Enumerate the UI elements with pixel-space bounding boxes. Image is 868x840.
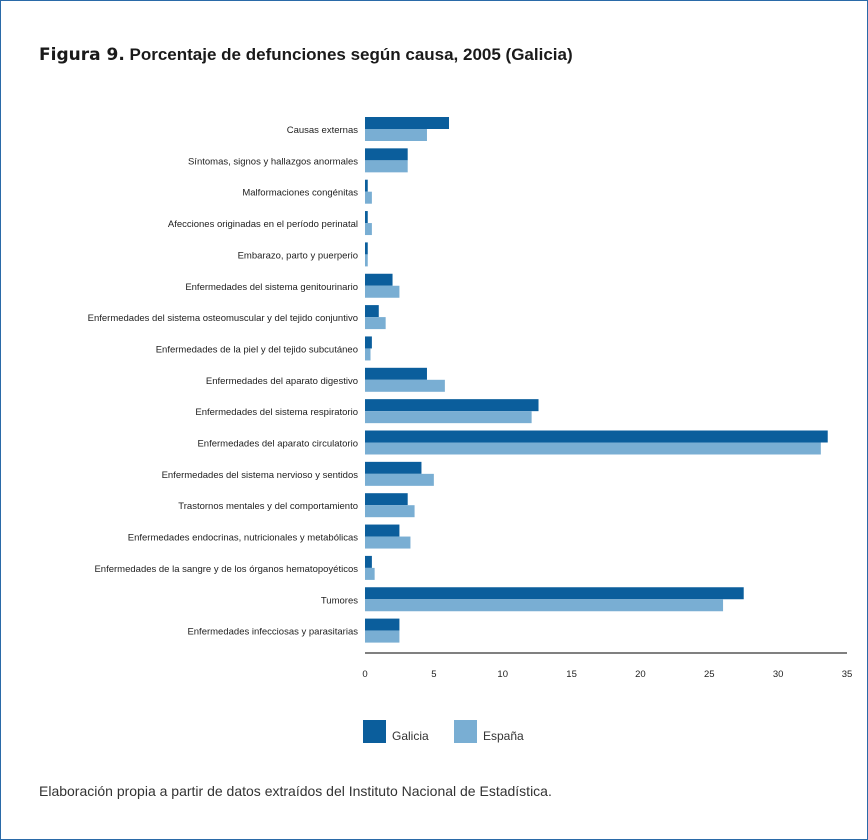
bar-espana (365, 379, 445, 392)
category-label: Malformaciones congénitas (242, 188, 358, 199)
category-label: Tumores (321, 595, 358, 606)
bar-espana (365, 442, 821, 455)
figure-label: Figura 9. (39, 45, 125, 65)
legend-label-galicia: Galicia (392, 729, 429, 743)
category-label: Síntomas, signos y hallazgos anormales (188, 156, 358, 167)
bar-espana (365, 254, 368, 267)
bar-galicia (365, 524, 400, 537)
bar-espana (365, 317, 386, 330)
bar-galicia (365, 179, 368, 192)
bar-espana (365, 411, 532, 424)
bar-espana (365, 191, 372, 204)
bar-galicia (365, 618, 400, 631)
legend-item-espana: España (454, 719, 524, 743)
bar-galicia (365, 148, 408, 161)
bar-galicia (365, 305, 379, 318)
category-label: Enfermedades del aparato circulatorio (197, 439, 358, 450)
category-label: Afecciones originadas en el período peri… (168, 219, 358, 230)
category-label: Enfermedades del sistema genitourinario (185, 282, 358, 293)
legend-swatch-galicia (363, 719, 386, 743)
bar-espana (365, 160, 408, 173)
bar-espana (365, 630, 400, 643)
bar-espana (365, 223, 372, 236)
category-label: Enfermedades de la sangre y de los órgan… (94, 564, 358, 575)
bar-galicia (365, 242, 368, 255)
category-label: Enfermedades del aparato digestivo (206, 376, 358, 387)
category-label: Trastornos mentales y del comportamiento (178, 501, 358, 512)
x-tick-label: 20 (635, 669, 646, 680)
figure-title: Figura 9. Porcentaje de defunciones segú… (39, 45, 573, 65)
category-label: Enfermedades endocrinas, nutricionales y… (128, 533, 358, 544)
figure-title-text: Porcentaje de defunciones según causa, 2… (129, 45, 573, 64)
bar-espana (365, 536, 411, 549)
bar-galicia (365, 587, 744, 600)
bar-galicia (365, 430, 828, 443)
bar-galicia (365, 273, 393, 286)
bar-espana (365, 129, 427, 141)
bar-galicia (365, 367, 427, 380)
bar-galicia (365, 461, 422, 474)
bar-galicia (365, 555, 372, 568)
category-label: Enfermedades del sistema osteomuscular y… (88, 313, 358, 324)
bar-galicia (365, 399, 539, 412)
category-label: Enfermedades de la piel y del tejido sub… (156, 344, 358, 355)
x-tick-label: 25 (704, 669, 715, 680)
legend-item-galicia: Galicia (363, 719, 429, 743)
bar-galicia (365, 117, 450, 129)
bar-espana (365, 505, 415, 518)
x-tick-label: 15 (566, 669, 577, 680)
x-tick-label: 5 (431, 669, 436, 680)
category-label: Enfermedades infecciosas y parasitarias (187, 627, 358, 638)
bar-galicia (365, 493, 408, 506)
legend-label-espana: España (483, 729, 524, 743)
legend-swatch-espana (454, 719, 477, 743)
bar-espana (365, 473, 434, 486)
bar-espana (365, 348, 371, 361)
category-label: Enfermedades del sistema nervioso y sent… (162, 470, 359, 481)
x-tick-label: 35 (842, 669, 853, 680)
x-tick-label: 30 (773, 669, 784, 680)
x-tick-label: 10 (497, 669, 508, 680)
category-label: Causas externas (287, 125, 359, 136)
category-label: Embarazo, parto y puerperio (238, 250, 358, 261)
bar-galicia (365, 336, 372, 349)
x-tick-label: 0 (362, 669, 367, 680)
bar-galicia (365, 211, 368, 224)
bar-chart: Causas externas Síntomas, signos y hallaz… (88, 117, 853, 680)
source-note: Elaboración propia a partir de datos ext… (39, 783, 552, 799)
bar-espana (365, 599, 724, 612)
category-label: Enfermedades del sistema respiratorio (195, 407, 358, 418)
bar-espana (365, 567, 375, 580)
bar-espana (365, 285, 400, 298)
